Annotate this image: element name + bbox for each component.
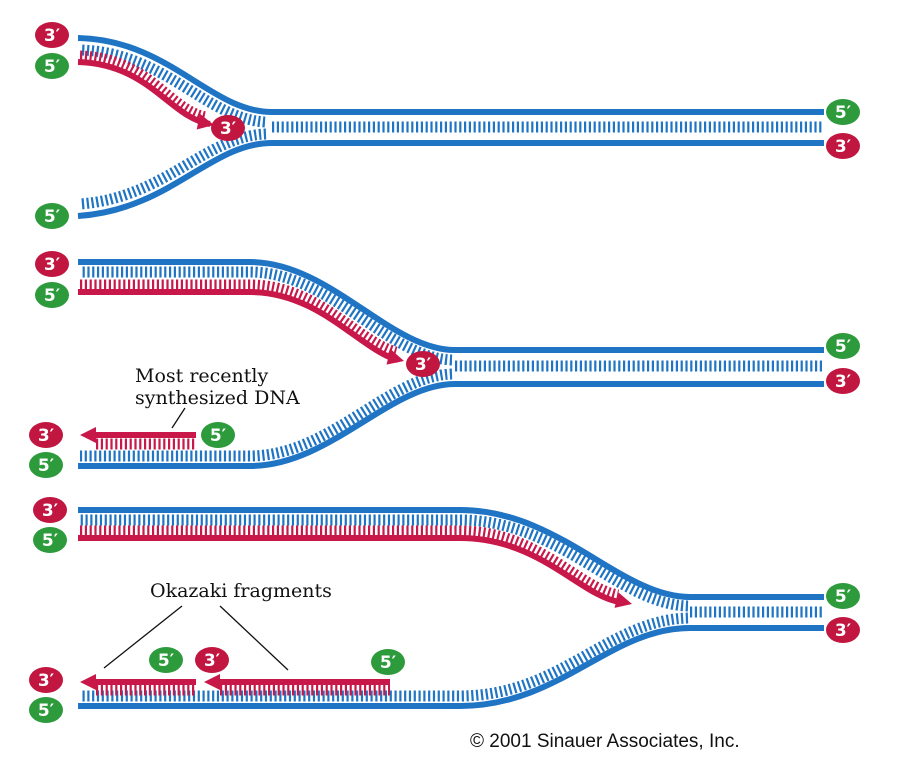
okazaki-pointer-left (103, 605, 183, 669)
panel2-badge-lower-5: 5′ (29, 452, 63, 478)
panel3-badge-lower-5: 5′ (29, 697, 63, 723)
panel2-badge-fork-3: 3′ (406, 351, 440, 377)
recent-dna-label-line2: synthesized DNA (135, 387, 300, 409)
svg-text:3′: 3′ (835, 372, 852, 392)
panel3-badge-lower-3: 3′ (29, 667, 63, 693)
panel1-upper-template-rungs (79, 44, 266, 128)
panel3-okazaki-1-arrowhead (80, 674, 96, 690)
panel1-badge-right-3: 3′ (826, 133, 860, 159)
panel3-badge-frag2-3: 3′ (195, 647, 229, 673)
panel1-lower-template (77, 140, 273, 219)
svg-text:3′: 3′ (44, 26, 61, 46)
svg-text:5′: 5′ (38, 701, 55, 721)
svg-text:5′: 5′ (44, 207, 61, 227)
panel1-leading-strand (77, 59, 211, 127)
panel2-duplex-bottom (455, 381, 824, 387)
panel2-lower-template-rungs (80, 368, 453, 462)
svg-text:3′: 3′ (220, 119, 237, 139)
svg-text:5′: 5′ (38, 456, 55, 476)
svg-text:5′: 5′ (835, 103, 852, 123)
panel2-badge-frag-5: 5′ (201, 422, 235, 448)
recent-dna-pointer (171, 407, 186, 429)
svg-text:5′: 5′ (835, 587, 852, 607)
panel3-duplex-bottom (690, 625, 824, 631)
panel3-badge-right-5: 5′ (826, 583, 860, 609)
svg-text:3′: 3′ (835, 621, 852, 641)
panel2-badge-right-5: 5′ (826, 333, 860, 359)
panel3-upper-template-rungs (80, 514, 689, 612)
panel1-badge-lower-5: 5′ (35, 203, 69, 229)
panel1-badge-left-5: 5′ (35, 53, 69, 79)
svg-text:3′: 3′ (415, 355, 432, 375)
panel3-badge-right-3: 3′ (826, 617, 860, 643)
svg-text:3′: 3′ (42, 501, 59, 521)
panel3-badge-frag2-5: 5′ (371, 649, 405, 675)
svg-text:3′: 3′ (38, 671, 55, 691)
svg-text:5′: 5′ (44, 286, 61, 306)
svg-text:5′: 5′ (44, 57, 61, 77)
panel2-lagging-arrowhead (80, 427, 96, 443)
panel3-lower-template-rungs (80, 612, 689, 702)
panel1-badge-left-3: 3′ (35, 22, 69, 48)
panel3-okazaki-2-arrowhead (204, 674, 220, 690)
panel3-badge-left-3: 3′ (33, 497, 67, 523)
panel2-badge-left-3: 3′ (35, 251, 69, 277)
svg-text:5′: 5′ (42, 531, 59, 551)
svg-text:3′: 3′ (38, 426, 55, 446)
panel3-leading-strand (78, 535, 621, 605)
panel1-lower-template-rungs (79, 128, 267, 210)
panel2-badge-left-5: 5′ (35, 282, 69, 308)
panel1-badge-right-5: 5′ (826, 99, 860, 125)
panel1-leading-rungs (79, 50, 208, 123)
svg-text:3′: 3′ (44, 255, 61, 275)
panel2-badge-lower-3: 3′ (29, 422, 63, 448)
panel1-upper-template (77, 35, 273, 115)
panel3-badge-left-5: 5′ (33, 527, 67, 553)
okazaki-pointer-right (219, 605, 289, 671)
panel2-leading-rungs (80, 279, 398, 358)
panel1-leading-arrowhead (196, 113, 214, 130)
panel2-upper-template (78, 259, 456, 353)
svg-text:5′: 5′ (158, 651, 175, 671)
recent-dna-label-line1: Most recently (135, 365, 268, 387)
panel3-upper-template (78, 507, 691, 600)
panel2-duplex-top (455, 347, 824, 353)
panel1-duplex-top (272, 109, 824, 115)
svg-text:5′: 5′ (380, 653, 397, 673)
svg-text:5′: 5′ (835, 337, 852, 357)
panel2-badge-right-3: 3′ (826, 368, 860, 394)
svg-text:3′: 3′ (204, 651, 221, 671)
copyright-text: © 2001 Sinauer Associates, Inc. (470, 731, 740, 752)
svg-text:3′: 3′ (835, 137, 852, 157)
panel3-duplex-top (690, 594, 824, 600)
panel2-leading-arrowhead (386, 349, 404, 365)
svg-text:5′: 5′ (210, 426, 227, 446)
panel2-lower-template (78, 381, 456, 469)
panel1-duplex-bottom (272, 140, 824, 146)
panel3-leading-arrowhead (614, 592, 632, 608)
panel1-badge-fork-3: 3′ (211, 115, 245, 141)
panel3-lower-template (78, 625, 691, 709)
okazaki-label: Okazaki fragments (150, 580, 332, 602)
panel3-badge-frag1-5: 5′ (149, 647, 183, 673)
